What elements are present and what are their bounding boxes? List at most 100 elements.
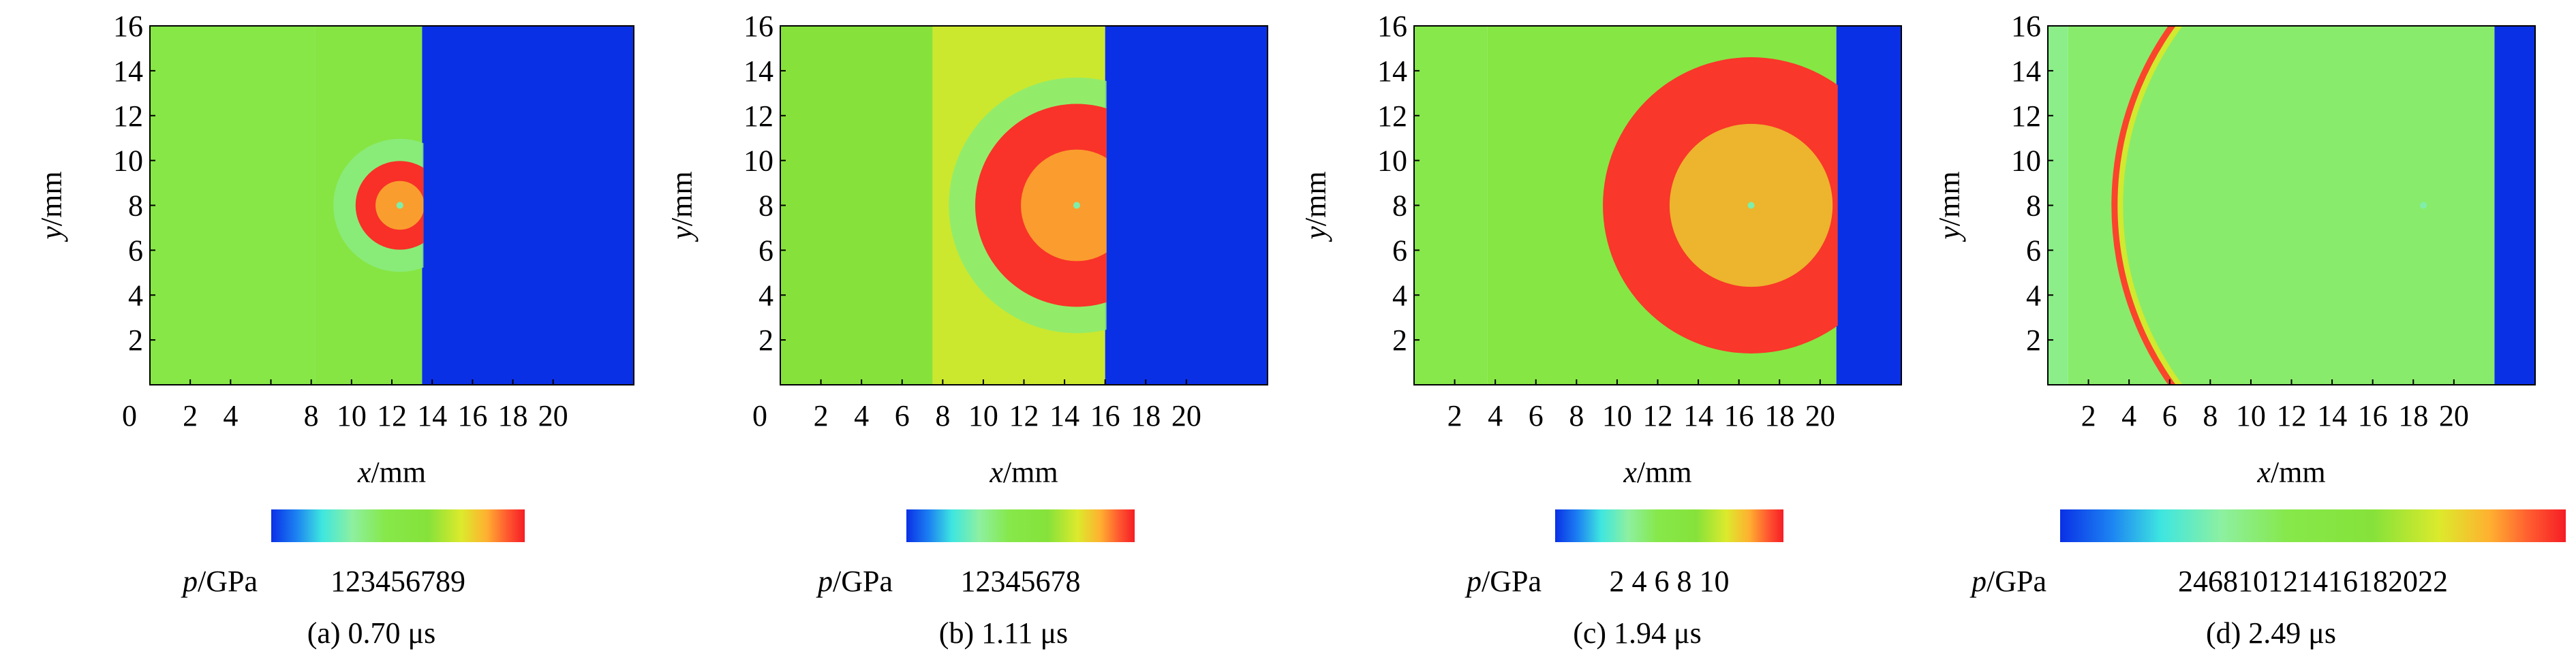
wave-shell-inner [2117, 26, 2183, 385]
x-tick-label: 10 [2236, 399, 2266, 432]
x-tick-label: 6 [1529, 399, 1544, 432]
x-tick-label: 14 [2317, 399, 2347, 432]
y-tick-label: 12 [113, 99, 143, 133]
x-tick-label: 8 [1569, 399, 1584, 432]
y-tick-label: 8 [758, 189, 773, 223]
colorbar [1555, 509, 1783, 542]
panel-caption: (a) 0.70 μs [307, 616, 436, 650]
y-tick-label: 16 [743, 10, 773, 43]
unshocked-region [1836, 26, 1901, 385]
x-axis-label: x/mm [2256, 456, 2325, 489]
y-tick-label: 16 [2011, 10, 2041, 43]
x-tick-label: 16 [457, 399, 487, 432]
x-tick-label: 2 [814, 399, 829, 432]
detonation-wave [333, 138, 424, 272]
y-tick-label: 4 [758, 279, 773, 312]
y-tick-label: 2 [1392, 324, 1407, 357]
colorbar-label: p/GPa [816, 565, 893, 598]
colorbar-label: p/GPa [1969, 565, 2046, 598]
left-region [1414, 26, 1488, 385]
x-tick-label: 6 [2162, 399, 2177, 432]
colorbar-tick-labels: 123456789 [331, 565, 465, 598]
x-tick-label: 8 [2203, 399, 2218, 432]
x-tick-label: 18 [2398, 399, 2428, 432]
y-tick-label: 10 [113, 144, 143, 178]
colorbar [2060, 509, 2566, 542]
panel-caption: (b) 1.11 μs [939, 616, 1068, 650]
x-tick-label: 10 [337, 399, 367, 432]
x-tick-label: 4 [2121, 399, 2136, 432]
x-axis-label: x/mm [989, 456, 1058, 489]
x-tick-label: 12 [377, 399, 407, 432]
y-tick-label: 16 [1377, 10, 1407, 43]
y-tick-label: 4 [128, 279, 143, 312]
y-tick-label: 8 [2026, 189, 2041, 223]
y-tick-label: 12 [743, 99, 773, 133]
colorbar-tick-labels: 2 4 6 8 10 [1610, 565, 1730, 598]
x-tick-label: 4 [223, 399, 238, 432]
panel-caption: (d) 2.49 μs [2206, 616, 2336, 650]
x-tick-label: 20 [538, 399, 568, 432]
unshocked-region [422, 26, 634, 385]
x-tick-label: 2 [183, 399, 198, 432]
y-tick-label: 10 [2011, 144, 2041, 178]
panel-caption: (c) 1.94 μs [1573, 616, 1702, 650]
x-tick-label: 0 [122, 399, 137, 432]
x-tick-label: 12 [2277, 399, 2307, 432]
x-tick-label: 20 [1805, 399, 1835, 432]
x-tick-label: 4 [854, 399, 869, 432]
x-tick-label: 6 [895, 399, 910, 432]
left-region [150, 26, 316, 385]
detonation-wave [1603, 57, 1838, 353]
x-tick-label: 14 [417, 399, 447, 432]
wave-shell [2111, 26, 2177, 385]
x-tick-label: 2 [1447, 399, 1462, 432]
y-axis-label: y/mm [1933, 171, 1966, 242]
x-tick-label: 16 [2358, 399, 2388, 432]
detonation-wave [2111, 26, 2427, 385]
colorbar-label: p/GPa [1465, 565, 1542, 598]
y-tick-label: 14 [113, 54, 143, 88]
shocked-region [2068, 26, 2495, 385]
y-tick-label: 14 [1377, 54, 1407, 88]
x-tick-label: 14 [1049, 399, 1079, 432]
y-axis-label: y/mm [1299, 171, 1332, 242]
y-tick-label: 2 [758, 324, 773, 357]
y-tick-label: 6 [758, 234, 773, 267]
x-tick-label: 18 [1764, 399, 1794, 432]
x-tick-label: 14 [1683, 399, 1713, 432]
y-tick-label: 8 [128, 189, 143, 223]
left-region [780, 26, 933, 385]
initiation-point [1073, 202, 1080, 209]
initiation-point [1747, 202, 1755, 209]
x-axis-label: x/mm [1623, 456, 1691, 489]
pressure-field [2048, 26, 2535, 385]
y-tick-label: 2 [2026, 324, 2041, 357]
y-axis-label: y/mm [665, 171, 699, 242]
pressure-field [780, 26, 1268, 385]
x-tick-label: 16 [1090, 399, 1120, 432]
initiation-point [2420, 202, 2427, 209]
pressure-field [1414, 26, 1901, 385]
pressure-field [150, 26, 634, 385]
x-tick-label: 12 [1643, 399, 1673, 432]
y-tick-label: 16 [113, 10, 143, 43]
x-tick-label: 20 [2439, 399, 2469, 432]
x-tick-label: 10 [968, 399, 998, 432]
y-tick-label: 2 [128, 324, 143, 357]
colorbar [271, 509, 525, 542]
x-tick-label: 2 [2081, 399, 2096, 432]
unshocked-region [2494, 26, 2535, 385]
colorbar-tick-labels: 246810121416182022 [2178, 565, 2448, 598]
y-tick-label: 4 [1392, 279, 1407, 312]
colorbar [906, 509, 1135, 542]
y-axis-label: y/mm [35, 171, 68, 242]
y-tick-label: 14 [743, 54, 773, 88]
x-tick-label: 0 [752, 399, 767, 432]
y-tick-label: 12 [1377, 99, 1407, 133]
colorbar-label: p/GPa [181, 565, 258, 598]
y-tick-label: 6 [1392, 234, 1407, 267]
